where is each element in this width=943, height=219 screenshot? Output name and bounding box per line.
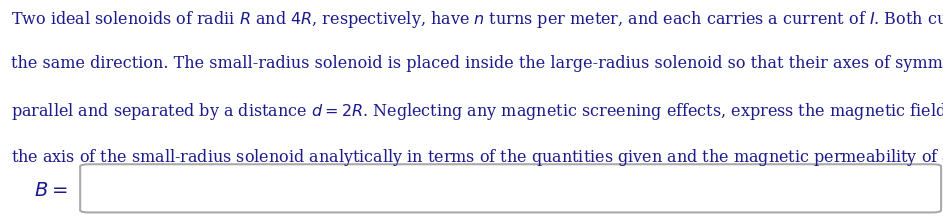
Text: $B =$: $B =$ [34,182,68,200]
Text: parallel and separated by a distance $d = 2R$. Neglecting any magnetic screening: parallel and separated by a distance $d … [11,101,943,122]
Text: the same direction. The small-radius solenoid is placed inside the large-radius : the same direction. The small-radius sol… [11,55,943,72]
FancyBboxPatch shape [80,164,941,212]
Text: Two ideal solenoids of radii $R$ and $4R$, respectively, have $n$ turns per mete: Two ideal solenoids of radii $R$ and $4R… [11,9,943,30]
Text: the axis of the small-radius solenoid analytically in terms of the quantities gi: the axis of the small-radius solenoid an… [11,147,943,168]
